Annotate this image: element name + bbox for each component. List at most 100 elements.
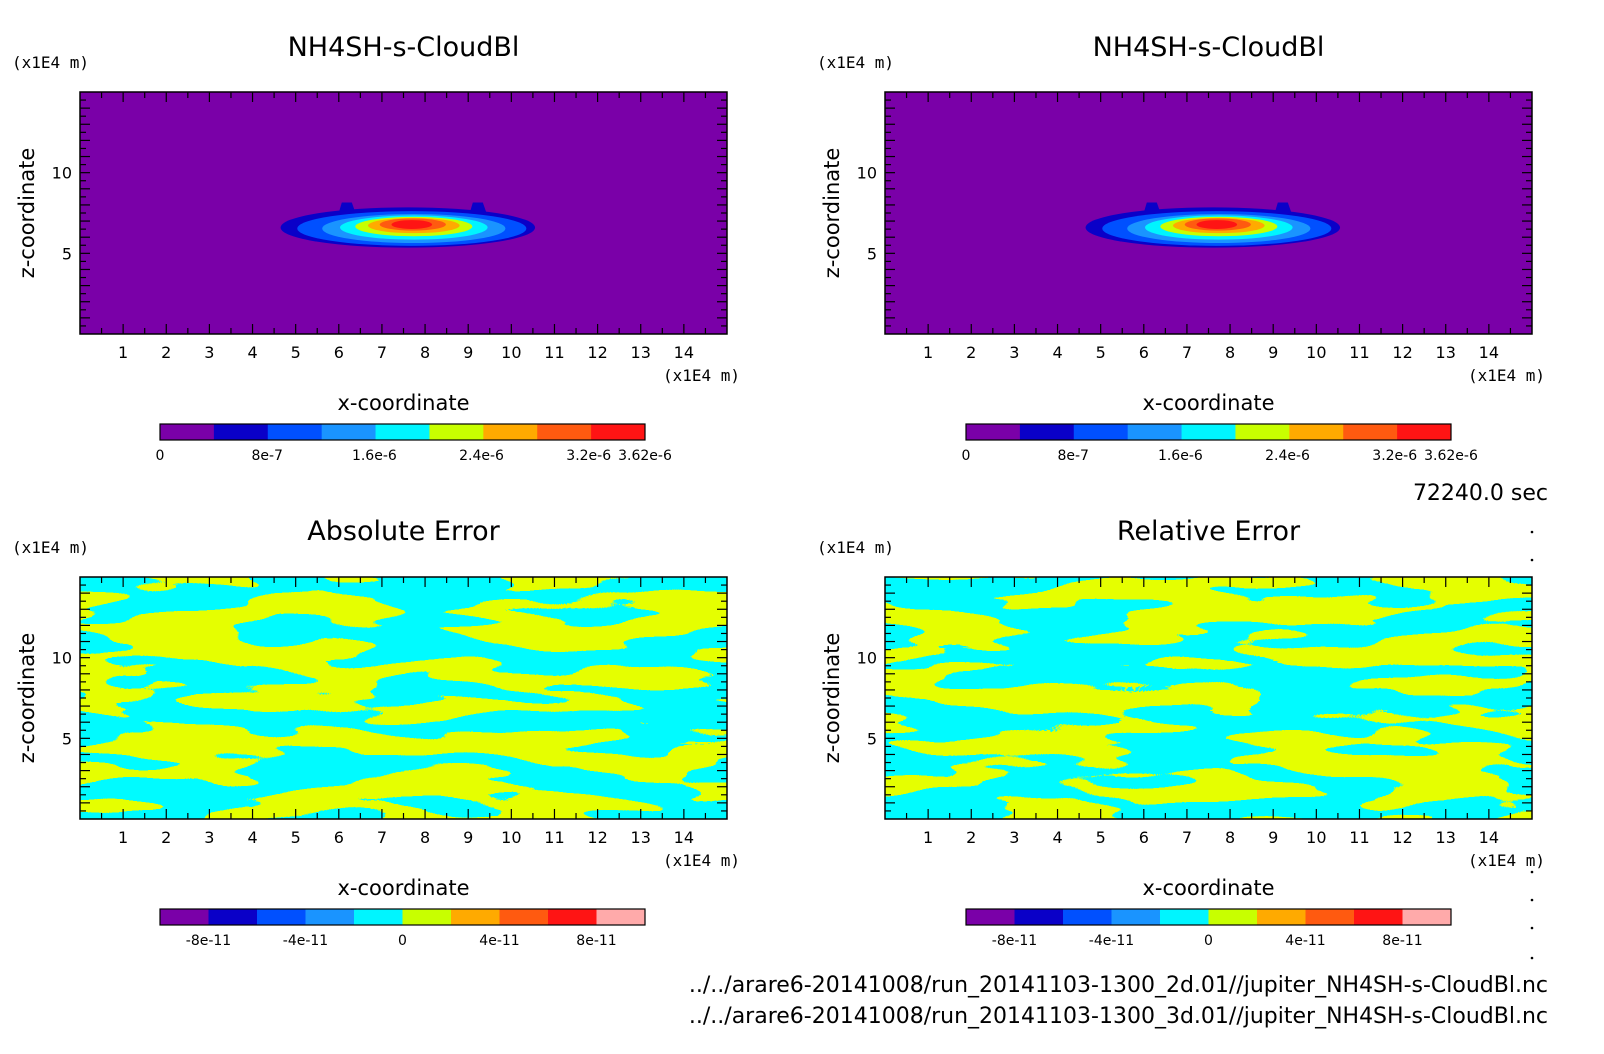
x-tick-label: 1 [118, 828, 128, 847]
x-tick-label: 9 [463, 343, 473, 362]
colorbar-segment [1014, 909, 1064, 925]
colorbar-segment [537, 424, 592, 440]
x-tick-label: 8 [1225, 343, 1235, 362]
colorbar-segment [483, 424, 538, 440]
colorbar-label: 1.6e-6 [1158, 448, 1203, 464]
x-axis-label: x-coordinate [337, 876, 469, 900]
x-tick-label: 6 [334, 343, 344, 362]
colorbar-label: -4e-11 [1089, 933, 1134, 949]
colorbar-segment [429, 424, 484, 440]
x-tick-label: 12 [1392, 828, 1412, 847]
x-tick-label: 5 [1096, 343, 1106, 362]
colorbar-segment [1289, 424, 1344, 440]
colorbar-label: 8e-11 [1382, 933, 1422, 949]
y-tick-label: 10 [857, 649, 877, 668]
colorbar-frame [159, 908, 646, 926]
chart-panel-3: Absolute Error(x1E4 m)1 2 3 4 5 6 7 8 9 10 11 12 13 1… [12, 516, 740, 949]
colorbar-segment [208, 909, 258, 925]
x-tick-label: 11 [544, 343, 564, 362]
chart-title: Relative Error [1117, 516, 1301, 547]
colorbar-segment [1111, 909, 1161, 925]
x-tick-label: 5 [291, 343, 301, 362]
y-axis-label: z-coordinate [15, 148, 39, 279]
colorbar-label: 3.62e-6 [618, 448, 672, 464]
colorbar-segment [321, 424, 377, 440]
margin-dot [1530, 870, 1534, 874]
colorbar-label: 0 [156, 448, 165, 464]
x-tick-label: 4 [247, 828, 257, 847]
colorbar-frame [965, 908, 1452, 926]
colorbar-segment [160, 424, 215, 440]
x-tick-label: 8 [420, 343, 430, 362]
x-tick-label: 10 [1306, 343, 1326, 362]
colorbar-label: 3.62e-6 [1424, 448, 1478, 464]
colorbar-label: 0 [398, 933, 407, 949]
chart-title: Absolute Error [307, 516, 500, 547]
colorbar-segment [1235, 424, 1290, 440]
y-axis-label: z-coordinate [820, 148, 844, 279]
x-tick-label: 1 [923, 828, 933, 847]
x-tick-label: 2 [966, 828, 976, 847]
x-unit-label: (x1E4 m) [663, 366, 740, 385]
chart-panel-4: Relative Error(x1E4 m)1 2 3 4 5 6 7 8 9 10 11 12 13 1… [817, 516, 1545, 949]
x-tick-label: 10 [1306, 828, 1326, 847]
margin-dot [1530, 558, 1534, 562]
x-tick-label: 4 [247, 343, 257, 362]
x-tick-label: 11 [1349, 828, 1369, 847]
colorbar-segment [1073, 424, 1129, 440]
x-tick-label: 9 [463, 828, 473, 847]
x-tick-label: 5 [291, 828, 301, 847]
colorbar-segment [1257, 909, 1306, 925]
colorbar-label: 3.2e-6 [1372, 448, 1417, 464]
x-tick-label: 7 [1182, 343, 1192, 362]
x-tick-label: 3 [1009, 828, 1019, 847]
file-path-3d: ../../arare6-20141008/run_20141103-1300_… [689, 1004, 1548, 1029]
colorbar-segment [1343, 424, 1398, 440]
colorbar-label: 2.4e-6 [459, 448, 504, 464]
colorbar-segment [402, 909, 452, 925]
x-tick-label: 12 [1392, 343, 1412, 362]
colorbar-segment [160, 909, 209, 925]
colorbar-frame [965, 423, 1452, 441]
y-tick-label: 5 [62, 244, 72, 263]
colorbar-segment [1397, 424, 1452, 440]
colorbar-label: 2.4e-6 [1265, 448, 1310, 464]
colorbar-segment [1160, 909, 1209, 925]
x-tick-label: 2 [966, 343, 976, 362]
file-path-2d: ../../arare6-20141008/run_20141103-1300_… [689, 973, 1548, 998]
x-tick-label: 4 [1052, 343, 1062, 362]
colorbar-frame [159, 423, 646, 441]
colorbar-segment [375, 424, 430, 440]
x-tick-label: 14 [1479, 343, 1499, 362]
margin-dot [1530, 926, 1534, 930]
colorbar-label: -8e-11 [992, 933, 1037, 949]
error-field [885, 577, 1532, 819]
x-tick-label: 1 [923, 343, 933, 362]
colorbar-label: 1.6e-6 [352, 448, 397, 464]
x-tick-label: 10 [501, 343, 521, 362]
colorbar-label: 4e-11 [479, 933, 519, 949]
colorbar-segment [1208, 909, 1258, 925]
x-tick-label: 10 [501, 828, 521, 847]
chart-title: NH4SH-s-CloudBl [288, 32, 520, 63]
y-unit-label: (x1E4 m) [817, 538, 894, 557]
x-tick-label: 6 [1139, 828, 1149, 847]
x-tick-label: 13 [631, 828, 651, 847]
colorbar-segment [257, 909, 306, 925]
margin-dot [1530, 530, 1534, 534]
y-unit-label: (x1E4 m) [12, 53, 89, 72]
colorbar-label: 8e-7 [251, 448, 282, 464]
x-tick-label: 6 [1139, 343, 1149, 362]
y-tick-label: 10 [857, 164, 877, 183]
x-tick-label: 9 [1268, 343, 1278, 362]
y-tick-label: 5 [867, 244, 877, 263]
y-unit-label: (x1E4 m) [12, 538, 89, 557]
colorbar-segment [1402, 909, 1452, 925]
colorbar-segment [966, 424, 1021, 440]
colorbar-segment [1181, 424, 1236, 440]
colorbar-segment [213, 424, 269, 440]
cloud-level-7 [391, 220, 433, 229]
x-tick-label: 1 [118, 343, 128, 362]
y-axis-label: z-coordinate [820, 633, 844, 764]
